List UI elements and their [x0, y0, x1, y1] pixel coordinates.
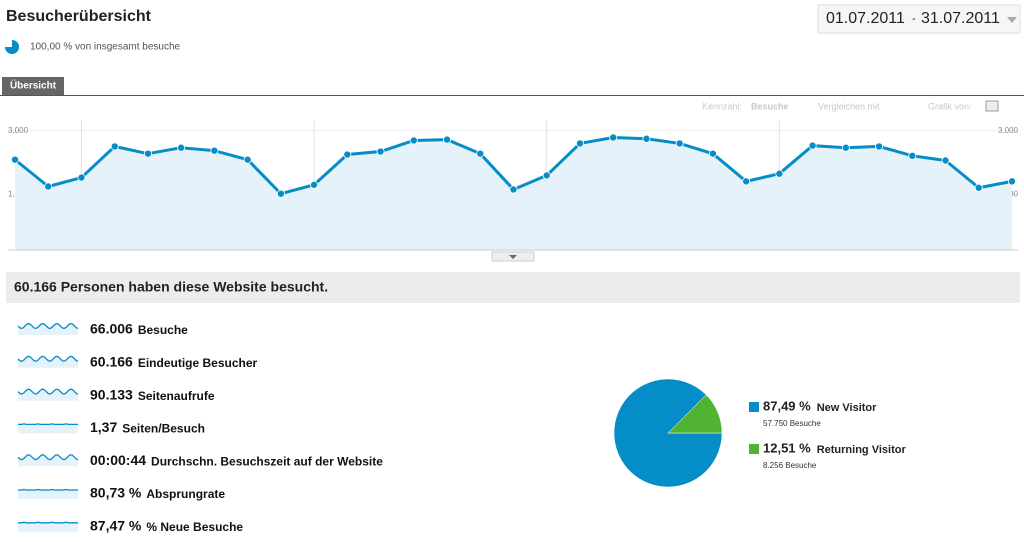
- sparkline-area: [18, 356, 78, 368]
- metric-label: Kennzahl:: [702, 101, 742, 111]
- point: [110, 142, 119, 151]
- metric-selector[interactable]: Besuche: [751, 101, 789, 111]
- point: [210, 146, 219, 155]
- page-title: Besucherübersicht: [6, 8, 152, 25]
- graph-by-icon[interactable]: [985, 100, 999, 112]
- point: [575, 139, 584, 148]
- sparkline-area: [18, 423, 78, 434]
- metric-label: Eindeutige Besucher: [138, 356, 258, 370]
- metric-label: Absprungrate: [146, 487, 225, 501]
- y-tick-label-right: 3,000: [998, 126, 1019, 135]
- legend-detail: 8.256 Besuche: [763, 461, 817, 470]
- metric-value: 1,37: [90, 419, 117, 435]
- point: [476, 149, 485, 158]
- metric-value: 66.006: [90, 321, 133, 337]
- legend-detail: 57.750 Besuche: [763, 419, 821, 428]
- sparkline: [17, 388, 79, 395]
- metric-value: 00:00:44: [90, 452, 146, 468]
- sparkline: [18, 423, 78, 426]
- summary-text: 60.166 Personen haben diese Website besu…: [14, 279, 328, 295]
- legend-label: New Visitor: [817, 402, 877, 414]
- sparkline-area: [18, 389, 78, 401]
- sparkline-area: [18, 489, 78, 499]
- y-tick-label: 3,000: [8, 126, 29, 135]
- metric-label: Besuche: [138, 323, 188, 337]
- point: [941, 156, 950, 165]
- legend-swatch: [749, 444, 759, 454]
- collapse-arrow[interactable]: [509, 255, 517, 259]
- metric-label: Seiten/Besuch: [122, 422, 205, 436]
- sparkline: [18, 521, 78, 524]
- point: [609, 133, 618, 142]
- sparkline: [17, 322, 79, 330]
- point: [1008, 177, 1017, 186]
- metric-label: % Neue Besuche: [146, 520, 243, 534]
- date-to: 31.07.2011: [921, 10, 1000, 27]
- point: [310, 180, 319, 189]
- sparkline: [18, 488, 78, 491]
- date-range-text[interactable]: 01.07.2011 - 31.07.2011: [826, 10, 1000, 27]
- metric-value: 87,47 %: [90, 518, 142, 534]
- point: [974, 183, 983, 192]
- point: [509, 185, 518, 194]
- legend-swatch: [749, 402, 759, 412]
- point: [177, 143, 186, 152]
- point: [276, 189, 285, 198]
- metric-value: 60.166: [90, 354, 133, 370]
- point: [44, 182, 53, 191]
- summary-bar: [6, 272, 1020, 303]
- sparkline: [17, 355, 79, 363]
- point: [376, 147, 385, 156]
- point: [409, 136, 418, 145]
- legend-value: 87,49 %: [763, 398, 811, 413]
- point: [908, 151, 917, 160]
- point: [642, 134, 651, 143]
- sparkline-area: [18, 454, 78, 467]
- sparkline-area: [18, 522, 78, 532]
- graph-by-label: Grafik von:: [928, 101, 972, 111]
- area: [15, 137, 1012, 250]
- metric-label: Durchschn. Besuchszeit auf der Website: [151, 454, 383, 468]
- legend-label: Returning Visitor: [817, 444, 907, 456]
- tab[interactable]: [2, 77, 64, 95]
- tab-label[interactable]: Übersicht: [10, 79, 57, 92]
- point: [675, 139, 684, 148]
- point: [708, 149, 717, 158]
- segment-label: 100,00 % von insgesamt besuche: [30, 42, 181, 53]
- point: [542, 171, 551, 180]
- legend-value: 12,51 %: [763, 440, 811, 455]
- point: [343, 150, 352, 159]
- date-range[interactable]: [817, 4, 1021, 34]
- segment-icon-cut: [5, 40, 12, 47]
- metric-label: Seitenaufrufe: [138, 389, 215, 403]
- point: [243, 155, 252, 164]
- point: [775, 169, 784, 178]
- sparkline-area: [18, 323, 78, 335]
- compare-selector[interactable]: Vergleichen mit: [818, 101, 880, 111]
- date-sep: -: [912, 13, 916, 25]
- point: [742, 177, 751, 186]
- pie-slice: [667, 394, 723, 434]
- date-from: 01.07.2011: [826, 10, 905, 27]
- point: [143, 149, 152, 158]
- point: [841, 143, 850, 152]
- point: [10, 155, 19, 164]
- metric-value: 90.133: [90, 386, 133, 402]
- date-dropdown-arrow[interactable]: [1007, 17, 1017, 23]
- metric-value: 80,73 %: [90, 485, 142, 501]
- sparkline: [17, 454, 79, 461]
- point: [875, 142, 884, 151]
- point: [443, 135, 452, 144]
- point: [808, 141, 817, 150]
- point: [77, 173, 86, 182]
